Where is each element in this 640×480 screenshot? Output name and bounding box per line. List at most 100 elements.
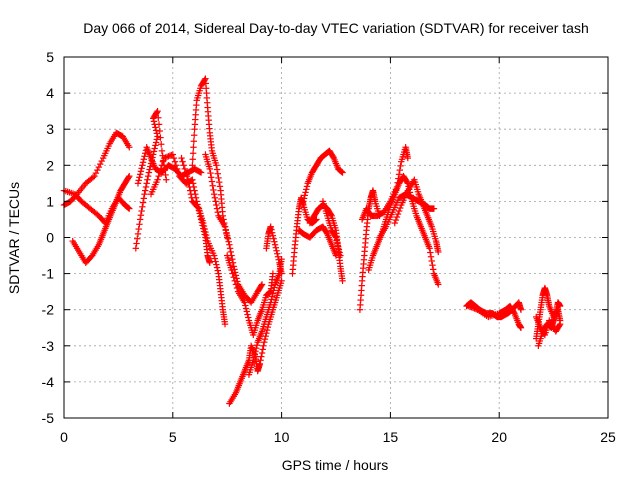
data-point [210, 252, 218, 259]
data-point [94, 166, 101, 174]
data-point [274, 253, 282, 260]
data-point [166, 152, 174, 159]
data-point [95, 163, 103, 171]
data-point [163, 153, 171, 161]
data-point [165, 153, 172, 160]
data-point [517, 324, 525, 331]
data-point [153, 109, 161, 116]
data-point [472, 305, 480, 313]
data-point [141, 190, 148, 198]
data-point [278, 255, 285, 263]
data-point [154, 107, 161, 115]
data-point [329, 153, 337, 161]
data-point [394, 210, 402, 218]
y-tick-label: -4 [42, 374, 55, 390]
data-point [338, 168, 346, 176]
data-point [471, 305, 478, 312]
data-point [435, 281, 442, 288]
data-point [430, 205, 438, 212]
data-point [540, 330, 548, 337]
data-point [202, 228, 209, 236]
data-point [266, 289, 274, 296]
data-point [396, 166, 404, 174]
data-point [142, 183, 150, 191]
data-point [223, 229, 230, 236]
data-point [266, 289, 273, 297]
data-point [517, 306, 525, 313]
data-point [183, 172, 191, 180]
data-point [158, 147, 166, 155]
data-point [302, 189, 309, 196]
data-point [213, 261, 220, 268]
data-point [203, 234, 211, 242]
data-point [271, 241, 279, 248]
data-point [213, 201, 220, 209]
data-point [208, 178, 216, 185]
data-point [228, 266, 235, 274]
x-tick-label: 25 [600, 429, 616, 445]
data-point [214, 267, 221, 274]
data-point [153, 136, 161, 143]
data-point [556, 322, 563, 329]
data-point [267, 299, 274, 306]
data-point [268, 296, 275, 303]
data-point [333, 237, 340, 244]
y-tick-label: 3 [46, 121, 54, 137]
data-point [263, 326, 271, 334]
data-point [189, 162, 196, 169]
data-point [134, 230, 142, 238]
data-point [213, 205, 221, 212]
data-point [136, 216, 144, 223]
data-point [242, 305, 250, 312]
data-point [339, 277, 346, 285]
data-point [152, 124, 159, 131]
data-point [138, 165, 145, 172]
data-point [154, 133, 161, 140]
plot-frame [63, 56, 609, 419]
data-point [225, 238, 232, 245]
data-point [134, 180, 142, 187]
data-point [395, 207, 403, 215]
data-point [300, 195, 308, 202]
data-point [426, 245, 433, 252]
data-point [126, 172, 133, 180]
data-point [226, 241, 233, 248]
y-axis-label: SDTVAR / TECUs [6, 182, 22, 294]
data-point [334, 240, 341, 247]
data-point [303, 183, 311, 190]
data-point [429, 261, 436, 269]
data-point [231, 277, 239, 285]
data-point [169, 151, 176, 158]
data-point [216, 178, 223, 186]
data-point [242, 302, 249, 309]
data-point [155, 121, 163, 128]
data-point [261, 335, 269, 343]
data-point [251, 351, 258, 358]
data-point [162, 171, 169, 179]
data-point [187, 190, 195, 198]
data-point [270, 235, 277, 242]
data-point [392, 216, 400, 224]
data-point [270, 287, 277, 294]
chart-title: Day 066 of 2014, Sidereal Day-to-day VTE… [83, 20, 589, 36]
data-point [224, 235, 232, 242]
y-tick-labels: -5 -4 -3 -2 -1 0 1 2 3 4 5 [42, 49, 55, 426]
data-point [334, 243, 342, 250]
data-point [466, 303, 474, 310]
data-point [253, 341, 261, 349]
data-point [182, 169, 190, 176]
data-point [243, 308, 250, 315]
y-tick-label: -1 [42, 266, 55, 282]
data-point [332, 233, 339, 240]
data-point [435, 248, 442, 256]
data-point [250, 354, 258, 361]
data-point [197, 169, 205, 176]
data-point [207, 169, 214, 177]
data-point [428, 257, 435, 265]
data-point [301, 192, 309, 199]
data-point [156, 127, 163, 135]
data-point [172, 162, 180, 169]
data-point [226, 245, 234, 252]
